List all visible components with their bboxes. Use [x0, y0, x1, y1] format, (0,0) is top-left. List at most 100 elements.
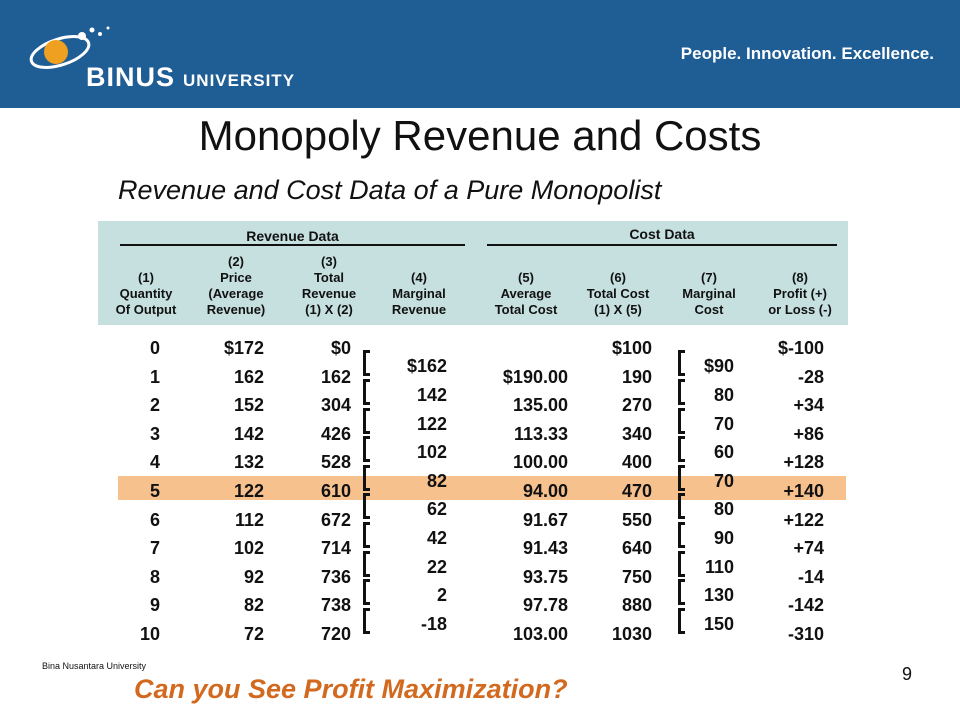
- total_cost-cell: 400: [621, 452, 652, 473]
- column-header-line: Of Output: [115, 302, 177, 317]
- group-cost-data: Cost Data: [629, 226, 695, 242]
- column-header-line: Revenue: [391, 302, 447, 317]
- profit-cell: +122: [783, 509, 824, 530]
- marginal_revenue-cell: $162: [406, 356, 447, 377]
- column-header-line: Total Cost: [586, 286, 650, 301]
- bracket-mark: [678, 550, 685, 577]
- column-header-line: (6): [610, 270, 626, 285]
- column-header-line: Marginal: [392, 286, 446, 301]
- column-header-7: (7) Marginal Cost: [649, 270, 769, 318]
- marginal_revenue-cell: 142: [416, 384, 447, 405]
- logo-orbit-icon: [29, 26, 110, 69]
- total_revenue-cell: 738: [320, 595, 351, 616]
- bracket-mark: [678, 407, 685, 434]
- marginal_revenue-cell: 22: [426, 556, 447, 577]
- column-header-line: (5): [518, 270, 534, 285]
- total_revenue-cell: $0: [330, 338, 351, 358]
- bracket-mark: [363, 350, 370, 377]
- bracket-mark: [678, 493, 685, 520]
- header-bar: BINUS UNIVERSITY People. Innovation. Exce…: [0, 0, 960, 108]
- price-cell: 82: [243, 595, 264, 616]
- total_revenue-cell: 304: [320, 395, 351, 416]
- column-header-2: (2) Price (Average Revenue): [176, 254, 296, 318]
- column-header-line: (1) X (2): [305, 302, 353, 317]
- total_revenue-cell: 720: [320, 624, 351, 644]
- bracket-mark: [678, 464, 685, 491]
- total_revenue-cell: 162: [320, 366, 351, 387]
- table-header-band: [98, 221, 848, 325]
- column-header-line: Total Cost: [494, 302, 558, 317]
- marginal_cost-cell: 60: [713, 442, 734, 463]
- page-subtitle: Revenue and Cost Data of a Pure Monopoli…: [118, 175, 662, 205]
- column-header-line: (2): [228, 254, 244, 269]
- price-cell: 152: [233, 395, 264, 416]
- column-header-line: (1) X (5): [594, 302, 642, 317]
- logo-text: BINUS UNIVERSITY: [86, 62, 295, 93]
- marginal_cost-cell: 70: [713, 413, 734, 434]
- column-header-line: (8): [792, 270, 808, 285]
- rule-revenue: [120, 244, 465, 246]
- marginal_cost-cell: 110: [704, 556, 734, 577]
- total_cost-cell: 550: [621, 509, 652, 530]
- column-header-line: Total: [313, 270, 345, 285]
- total_revenue-cell: 736: [320, 566, 351, 587]
- column-header-line: Quantity: [119, 286, 173, 301]
- question-text: Can you See Profit Maximization?: [134, 674, 568, 704]
- column-header-5: (5) Average Total Cost: [466, 270, 586, 318]
- average_total_cost-cell: 100.00: [512, 452, 568, 473]
- bracket-mark: [678, 436, 685, 463]
- average_total_cost-cell: 113.33: [513, 423, 568, 444]
- quantity-cell: 4: [149, 452, 160, 473]
- profit-cell: -14: [797, 566, 824, 587]
- column-header-line: (3): [321, 254, 337, 269]
- highlight-row: [118, 476, 846, 500]
- quantity-cell: 0: [149, 338, 160, 358]
- marginal_cost-cell: 90: [713, 527, 734, 548]
- bracket-mark: [363, 607, 370, 634]
- price-cell: 112: [234, 509, 264, 530]
- rule-cost: [487, 244, 837, 246]
- bracket-mark: [678, 521, 685, 548]
- total_cost-cell: 190: [621, 366, 652, 387]
- quantity-cell: 3: [149, 423, 160, 444]
- marginal_revenue-cell: -18: [420, 613, 447, 634]
- total_cost-cell: 640: [621, 538, 652, 559]
- average_total_cost-cell: 91.67: [522, 509, 568, 530]
- average_total_cost-cell: 91.43: [522, 538, 568, 559]
- group-revenue-data: Revenue Data: [246, 228, 339, 244]
- total_cost-cell: 750: [621, 566, 652, 587]
- quantity-cell: 7: [149, 538, 160, 559]
- bracket-mark: [363, 464, 370, 491]
- price-cell: 142: [233, 423, 264, 444]
- column-header-line: or Loss (-): [768, 302, 832, 317]
- marginal_cost-cell: 130: [703, 585, 734, 606]
- marginal_cost-cell: 80: [713, 499, 734, 520]
- price-cell: 122: [233, 481, 264, 501]
- quantity-cell: 10: [139, 624, 160, 644]
- price-cell: 162: [233, 366, 264, 387]
- marginal_revenue-cell: 122: [416, 413, 447, 434]
- average_total_cost-cell: 135.00: [512, 395, 568, 416]
- bracket-mark: [678, 350, 685, 377]
- column-header-8: (8) Profit (+) or Loss (-): [740, 270, 860, 318]
- column-header-line: Profit (+): [773, 286, 827, 301]
- column-header-line: (7): [701, 270, 717, 285]
- quantity-cell: 1: [149, 366, 160, 387]
- column-header-line: (Average: [208, 286, 264, 301]
- marginal_revenue-cell: 102: [416, 442, 447, 463]
- column-header-line: Marginal: [682, 286, 736, 301]
- total_revenue-cell: 426: [320, 423, 351, 444]
- quantity-cell: 6: [149, 509, 160, 530]
- total_cost-cell: 880: [621, 595, 652, 616]
- bracket-mark: [363, 407, 370, 434]
- total_cost-cell: $100: [611, 338, 652, 358]
- column-header-line: Price: [220, 270, 252, 285]
- quantity-cell: 9: [149, 595, 160, 616]
- profit-cell: +140: [783, 481, 824, 501]
- price-cell: 132: [233, 452, 264, 473]
- marginal_revenue-cell: 42: [426, 527, 447, 548]
- profit-cell: -28: [797, 366, 824, 387]
- column-header-3: (3) Total Revenue (1) X (2): [269, 254, 389, 318]
- quantity-cell: 8: [149, 566, 160, 587]
- bracket-mark: [363, 493, 370, 520]
